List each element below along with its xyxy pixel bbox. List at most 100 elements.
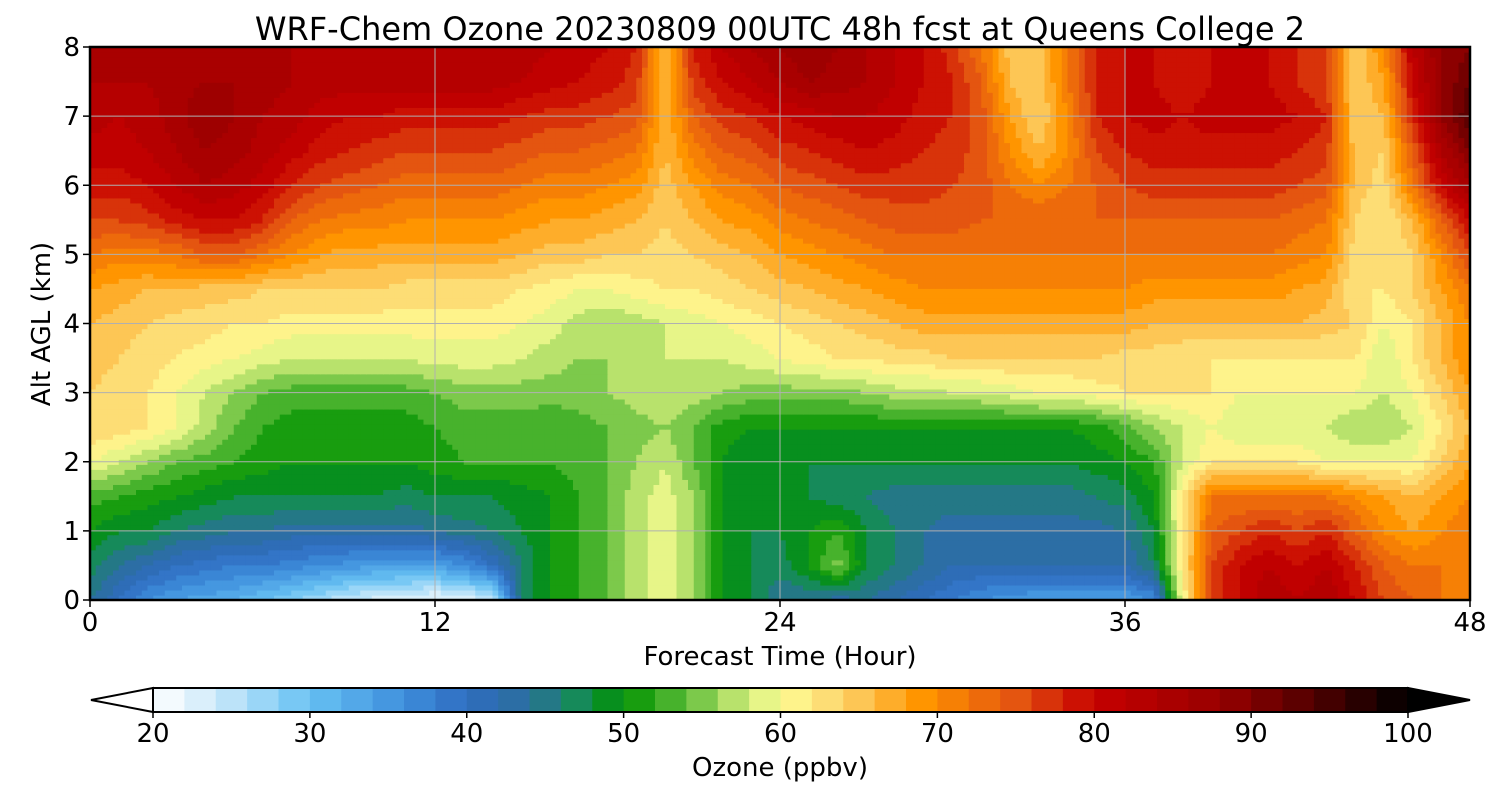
contour-cell	[999, 504, 1005, 510]
contour-cell	[1010, 499, 1016, 505]
contour-cell	[182, 570, 188, 576]
contour-cell	[544, 494, 550, 500]
contour-cell	[349, 555, 355, 561]
contour-cell	[941, 555, 947, 561]
contour-cell	[562, 535, 568, 541]
contour-cell	[711, 575, 717, 581]
contour-cell	[953, 540, 959, 546]
contour-cell	[297, 565, 303, 571]
contour-cell	[953, 504, 959, 510]
contour-cell	[665, 515, 671, 521]
contour-cell	[268, 580, 274, 586]
contour-cell	[688, 555, 694, 561]
contour-cell	[1332, 499, 1338, 505]
contour-cell	[516, 504, 522, 510]
contour-cell	[1257, 580, 1263, 586]
contour-cell	[608, 504, 614, 510]
contour-cell	[1183, 540, 1189, 546]
contour-cell	[1321, 540, 1327, 546]
contour-cell	[257, 565, 263, 571]
contour-cell	[332, 590, 338, 596]
contour-cell	[723, 590, 729, 596]
contour-cell	[751, 520, 757, 526]
contour-cell	[1321, 510, 1327, 516]
contour-cell	[441, 580, 447, 586]
contour-cell	[424, 504, 430, 510]
contour-cell	[562, 545, 568, 551]
contour-cell	[740, 590, 746, 596]
contour-cell	[832, 540, 838, 546]
contour-cell	[245, 575, 251, 581]
contour-cell	[332, 580, 338, 586]
contour-cell	[1344, 520, 1350, 526]
contour-cell	[855, 580, 861, 586]
contour-cell	[1114, 499, 1120, 505]
contour-cell	[677, 560, 683, 566]
contour-cell	[872, 555, 878, 561]
contour-cell	[1367, 535, 1373, 541]
contour-cell	[1269, 515, 1275, 521]
contour-cell	[780, 565, 786, 571]
contour-cell	[964, 560, 970, 566]
contour-cell	[447, 504, 453, 510]
contour-cell	[838, 580, 844, 586]
contour-cell	[1286, 504, 1292, 510]
contour-cell	[602, 499, 608, 505]
contour-cell	[1430, 499, 1436, 505]
contour-cell	[590, 545, 596, 551]
contour-cell	[349, 515, 355, 521]
contour-cell	[435, 590, 441, 596]
contour-cell	[148, 494, 154, 500]
contour-cell	[1073, 545, 1079, 551]
contour-cell	[780, 499, 786, 505]
contour-cell	[406, 585, 412, 591]
contour-cell	[1010, 565, 1016, 571]
contour-cell	[918, 590, 924, 596]
contour-cell	[130, 560, 136, 566]
contour-cell	[895, 555, 901, 561]
contour-cell	[826, 540, 832, 546]
contour-cell	[573, 499, 579, 505]
contour-cell	[1269, 510, 1275, 516]
contour-cell	[993, 585, 999, 591]
contour-cell	[366, 504, 372, 510]
contour-cell	[1367, 545, 1373, 551]
contour-cell	[1275, 550, 1281, 556]
contour-cell	[596, 535, 602, 541]
contour-cell	[1177, 545, 1183, 551]
contour-cell	[406, 494, 412, 500]
contour-cell	[1010, 590, 1016, 596]
contour-cell	[832, 525, 838, 531]
contour-cell	[1131, 494, 1137, 500]
contour-cell	[1033, 590, 1039, 596]
contour-cell	[1096, 585, 1102, 591]
contour-cell	[1344, 540, 1350, 546]
contour-cell	[1349, 565, 1355, 571]
contour-cell	[855, 520, 861, 526]
contour-cell	[958, 570, 964, 576]
contour-cell	[878, 560, 884, 566]
contour-cell	[125, 494, 131, 500]
contour-cell	[884, 540, 890, 546]
contour-cell	[257, 585, 263, 591]
contour-cell	[1361, 555, 1367, 561]
contour-cell	[406, 545, 412, 551]
contour-cell	[309, 590, 315, 596]
contour-cell	[142, 520, 148, 526]
contour-cell	[556, 565, 562, 571]
contour-cell	[1240, 535, 1246, 541]
contour-cell	[234, 499, 240, 505]
contour-cell	[1194, 494, 1200, 500]
contour-cell	[1459, 504, 1465, 510]
contour-cell	[153, 494, 159, 500]
contour-cell	[665, 585, 671, 591]
contour-cell	[337, 499, 343, 505]
contour-cell	[964, 540, 970, 546]
contour-cell	[510, 515, 516, 521]
contour-cell	[1148, 525, 1154, 531]
contour-cell	[297, 540, 303, 546]
contour-cell	[96, 580, 102, 586]
contour-cell	[843, 550, 849, 556]
contour-cell	[728, 585, 734, 591]
contour-cell	[1039, 520, 1045, 526]
